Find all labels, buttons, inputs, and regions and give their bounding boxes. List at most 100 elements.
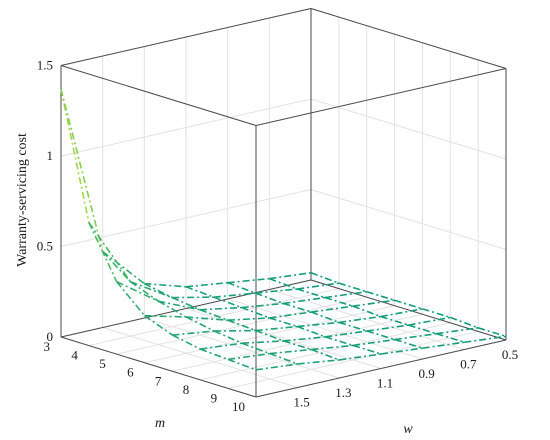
surface-mesh-line: [241, 340, 284, 345]
surface-mesh-line: [255, 325, 298, 332]
surface-mesh-line: [436, 327, 479, 335]
surface-mesh-line: [213, 292, 256, 298]
surface-mesh-line: [241, 302, 284, 309]
surface-mesh-line: [116, 281, 146, 317]
surface-mesh-line: [380, 308, 423, 318]
m-tick-label: 10: [232, 399, 245, 414]
surface-mesh-line: [297, 282, 339, 290]
surface-mesh-line: [200, 342, 243, 350]
surface-mesh-line: [394, 299, 423, 310]
w-tick-label: 0.9: [419, 366, 435, 381]
surface-mesh-line: [255, 288, 298, 294]
surface-mesh-line: [422, 341, 465, 349]
surface-mesh-line: [241, 306, 270, 319]
surface-mesh-line: [144, 282, 187, 288]
surface-mesh-line: [172, 334, 201, 350]
surface-mesh-line: [269, 277, 298, 290]
surface-mesh-line: [366, 290, 395, 302]
y-axis-label: w: [403, 422, 413, 437]
surface-mesh-line: [339, 353, 382, 361]
surface-mesh-line: [157, 300, 187, 318]
chart-grid: [60, 8, 507, 398]
surface-mesh-line: [143, 282, 173, 299]
frame-edge: [60, 8, 312, 66]
surface-mesh-line: [60, 88, 104, 252]
z-tick-label: 0.5: [37, 239, 53, 254]
surface-mesh-line: [283, 296, 326, 305]
frame-edge: [310, 8, 507, 69]
surface-mesh-line: [228, 352, 270, 361]
surface-mesh-line: [297, 321, 340, 328]
surface-mesh-line: [311, 344, 354, 351]
x-axis-label: m: [155, 416, 165, 431]
surface-mesh-line: [200, 348, 229, 361]
z-tick-label: 1: [47, 148, 54, 163]
z-grid-line: [310, 189, 507, 250]
w-tick-label: 1.1: [377, 376, 393, 391]
surface-mesh-line: [255, 329, 284, 342]
surface-mesh-line: [310, 272, 340, 284]
surface-mesh-line: [380, 315, 409, 326]
chart-frame: [60, 8, 507, 398]
surface-mesh-line: [102, 250, 145, 285]
surface-mesh-line: [255, 363, 298, 371]
surface-mesh-line: [269, 271, 312, 280]
surface-mesh-line: [394, 338, 423, 349]
surface-mesh-line: [311, 305, 354, 313]
surface-mesh-line: [186, 316, 228, 321]
m-tick-label: 6: [127, 365, 134, 380]
surface-mesh-line: [200, 306, 242, 311]
surface-mesh-line: [227, 358, 257, 371]
surface-mesh-line: [408, 316, 451, 326]
surface-mesh-line: [241, 342, 271, 355]
surface-mesh-line: [185, 286, 215, 298]
surface-mesh-line: [102, 250, 132, 283]
z-grid-line: [310, 98, 507, 160]
surface-mesh-line: [269, 352, 298, 365]
w-tick-label: 0.5: [502, 347, 518, 362]
surface-mesh-line: [255, 292, 284, 305]
surface-mesh-line: [283, 340, 312, 351]
m-tick-label: 3: [44, 339, 51, 354]
m-tick-label: 4: [71, 348, 78, 363]
surface-mesh-line: [436, 332, 465, 344]
chart-surface: [60, 88, 507, 371]
surface-mesh-line: [324, 290, 367, 299]
surface-mesh-line: [310, 311, 340, 324]
surface-mesh-line: [422, 308, 451, 319]
m-tick-label: 5: [99, 356, 106, 371]
frame-edge: [60, 336, 257, 398]
surface-mesh-line: [325, 330, 368, 338]
surface-mesh-line: [366, 324, 409, 332]
floor-grid-line: [144, 317, 340, 379]
surface-mesh-line: [269, 317, 298, 328]
surface-mesh-line: [366, 330, 396, 341]
m-tick-label: 8: [183, 382, 190, 397]
surface-mesh-line: [185, 316, 215, 332]
surface-mesh-line: [60, 88, 90, 223]
surface-mesh-line: [158, 300, 201, 311]
surface-mesh-line: [213, 330, 243, 344]
surface-mesh-line: [144, 314, 187, 318]
surface-mesh-line: [130, 281, 159, 302]
floor-grid-line: [102, 327, 298, 388]
z-tick-label: 0: [47, 329, 54, 344]
floor-grid-line: [269, 289, 465, 350]
surface-mesh-line: [477, 327, 507, 338]
surface-mesh-line: [171, 296, 201, 311]
surface-mesh-line: [296, 288, 326, 299]
surface-mesh-line: [116, 281, 159, 302]
surface-mesh-line: [227, 319, 257, 332]
surface-mesh-line: [311, 348, 340, 361]
surface-mesh-line: [213, 296, 242, 309]
w-tick-label: 0.7: [460, 357, 477, 372]
surface-mesh-line: [352, 299, 395, 307]
surface-mesh-line: [227, 281, 256, 294]
floor-grid-line: [185, 308, 382, 369]
surface-mesh-line: [297, 325, 326, 338]
surface-mesh-line: [269, 348, 312, 355]
surface-mesh-line: [185, 281, 228, 288]
surface-mesh-line: [353, 338, 395, 347]
surface-mesh-line: [297, 359, 340, 365]
